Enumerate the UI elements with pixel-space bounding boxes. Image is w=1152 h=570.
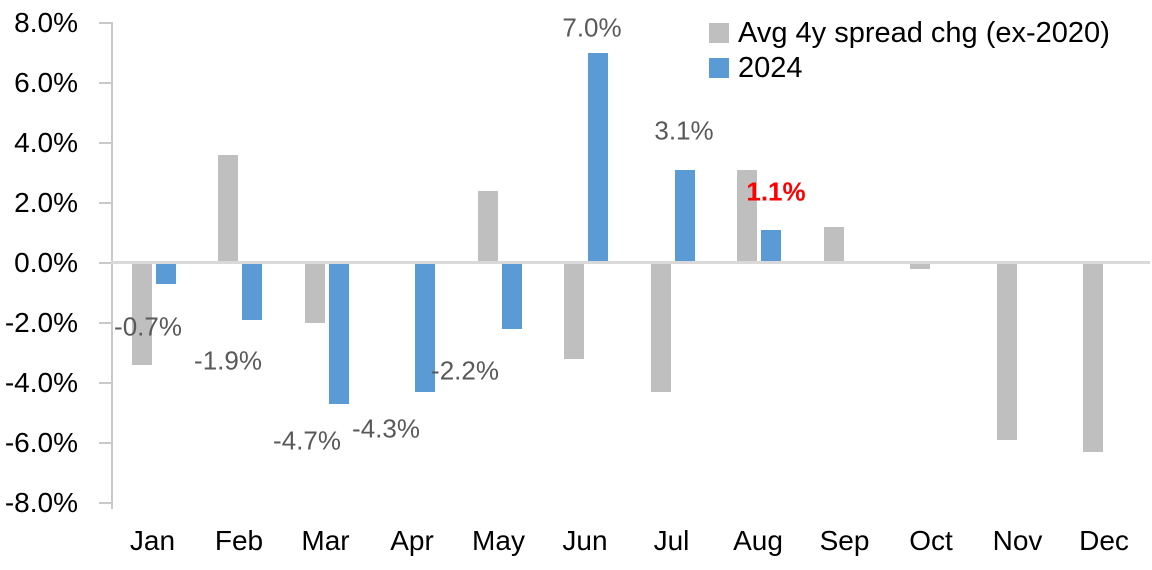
y-axis-tick <box>98 201 111 204</box>
y-axis-tick <box>98 21 111 24</box>
x-axis-label-apr: Apr <box>390 525 434 556</box>
bar-avg-nov <box>996 262 1017 440</box>
x-axis-label-sep: Sep <box>819 525 870 556</box>
bar-2024-jan <box>155 262 176 284</box>
legend-item-2024: 2024 <box>709 52 1110 84</box>
bar-avg-sep <box>823 226 844 263</box>
y-axis-label: 6.0% <box>14 66 78 98</box>
bar-2024-apr <box>415 262 435 392</box>
data-label-apr: -4.3% <box>352 413 420 444</box>
y-axis-label: -2.0% <box>4 306 78 338</box>
zero-axis-line <box>110 261 1150 264</box>
data-label-feb: -1.9% <box>194 345 262 376</box>
y-axis-label: -6.0% <box>4 426 78 458</box>
legend-swatch-2024 <box>709 58 729 78</box>
x-axis-label-mar: Mar <box>301 525 350 556</box>
y-axis-label: 4.0% <box>14 126 78 158</box>
bar-2024-mar <box>328 262 349 404</box>
bar-avg-dec <box>1083 262 1103 452</box>
bar-2024-may <box>501 262 522 329</box>
y-axis-tick <box>98 441 111 444</box>
legend-item-avg-spread: Avg 4y spread chg (ex-2020) <box>709 17 1110 49</box>
bar-avg-aug <box>737 169 757 263</box>
legend-swatch-avg-spread <box>709 23 729 43</box>
y-axis-label: 0.0% <box>14 246 78 278</box>
y-axis-tick <box>98 141 111 144</box>
x-axis-label-jul: Jul <box>653 525 690 556</box>
data-label-mar: -4.7% <box>273 425 341 456</box>
y-axis-tick <box>98 321 111 324</box>
bar-avg-may <box>477 190 498 263</box>
bar-2024-feb <box>242 262 262 320</box>
y-axis-line <box>110 22 113 509</box>
data-label-jun: 7.0% <box>562 12 622 43</box>
y-axis-tick <box>98 501 111 504</box>
bar-avg-jun <box>564 262 584 359</box>
bar-2024-aug <box>761 229 781 263</box>
data-label-jul: 3.1% <box>654 115 714 146</box>
data-label-aug: 1.1% <box>746 176 806 207</box>
y-axis-label: -8.0% <box>4 486 78 518</box>
legend-label-2024: 2024 <box>738 52 803 84</box>
legend: Avg 4y spread chg (ex-2020) 2024 <box>709 17 1110 84</box>
bar-avg-oct <box>910 262 930 269</box>
bar-2024-jul <box>674 169 695 263</box>
x-axis-label-dec: Dec <box>1079 525 1129 556</box>
x-axis-label-may: May <box>472 525 525 556</box>
bar-avg-jan <box>131 262 152 365</box>
y-axis-label: 8.0% <box>14 6 78 38</box>
data-label-jan: -0.7% <box>114 311 182 342</box>
bar-avg-feb <box>218 154 238 263</box>
x-axis-label-nov: Nov <box>992 525 1043 556</box>
x-axis-label-oct: Oct <box>909 525 953 556</box>
x-axis-label-feb: Feb <box>214 525 264 556</box>
bar-2024-jun <box>588 52 608 263</box>
y-axis-label: -4.0% <box>4 366 78 398</box>
x-axis-label-jan: Jan <box>129 525 176 556</box>
x-axis-label-aug: Aug <box>733 525 783 556</box>
y-axis-label: 2.0% <box>14 186 78 218</box>
y-axis-tick <box>98 261 111 264</box>
bar-avg-jul <box>650 262 671 392</box>
y-axis-tick <box>98 381 111 384</box>
bar-avg-mar <box>304 262 325 323</box>
y-axis-tick <box>98 81 111 84</box>
x-axis-label-jun: Jun <box>562 525 608 556</box>
legend-label-avg-spread: Avg 4y spread chg (ex-2020) <box>738 17 1110 49</box>
data-label-may: -2.2% <box>431 355 499 386</box>
